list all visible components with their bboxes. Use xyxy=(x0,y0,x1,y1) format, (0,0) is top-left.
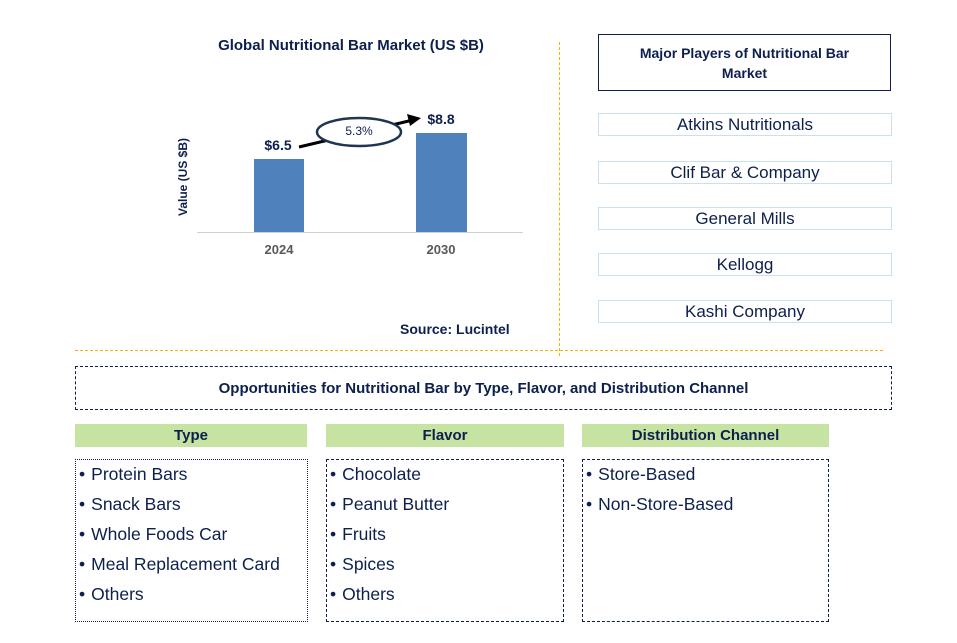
x-tick-2030: 2030 xyxy=(426,242,456,257)
list-item: Meal Replacement Card xyxy=(76,552,307,582)
player-item: Kashi Company xyxy=(598,300,892,323)
list-item: Whole Foods Car xyxy=(76,522,307,552)
vertical-divider xyxy=(559,42,560,356)
x-tick-2024: 2024 xyxy=(264,242,294,257)
horizontal-divider xyxy=(75,350,883,351)
cagr-arrow-icon xyxy=(298,114,421,149)
player-item: Atkins Nutritionals xyxy=(598,113,892,136)
x-axis xyxy=(197,232,523,233)
list-item: Snack Bars xyxy=(76,492,307,522)
value-label-2030: $8.8 xyxy=(427,111,455,127)
cagr-label: 5.3% xyxy=(345,124,373,138)
player-item: Kellogg xyxy=(598,253,892,276)
list-item: Store-Based xyxy=(583,462,828,492)
source-label: Source: Lucintel xyxy=(400,321,510,337)
bar-2030 xyxy=(416,133,467,232)
y-axis-label: Value (US $B) xyxy=(176,137,190,217)
player-item: Clif Bar & Company xyxy=(598,161,892,184)
list-item: Non-Store-Based xyxy=(583,492,828,522)
list-item: Chocolate xyxy=(327,462,563,492)
list-item: Others xyxy=(76,582,307,612)
players-title: Major Players of Nutritional Bar Market xyxy=(598,34,891,91)
list-item: Fruits xyxy=(327,522,563,552)
player-item: General Mills xyxy=(598,207,892,230)
category-list-distribution: Store-Based Non-Store-Based xyxy=(582,459,829,622)
category-list-flavor: Chocolate Peanut Butter Fruits Spices Ot… xyxy=(326,459,564,622)
category-header-flavor: Flavor xyxy=(326,424,564,447)
category-header-type: Type xyxy=(75,424,307,447)
chart-title: Global Nutritional Bar Market (US $B) xyxy=(218,37,484,54)
list-item: Peanut Butter xyxy=(327,492,563,522)
category-header-distribution: Distribution Channel xyxy=(582,424,829,447)
list-item: Others xyxy=(327,582,563,612)
value-label-2024: $6.5 xyxy=(264,137,292,153)
list-item: Protein Bars xyxy=(76,462,307,492)
bar-2024 xyxy=(254,159,304,232)
opportunities-title: Opportunities for Nutritional Bar by Typ… xyxy=(75,366,892,410)
list-item: Spices xyxy=(327,552,563,582)
category-list-type: Protein Bars Snack Bars Whole Foods Car … xyxy=(75,459,308,622)
